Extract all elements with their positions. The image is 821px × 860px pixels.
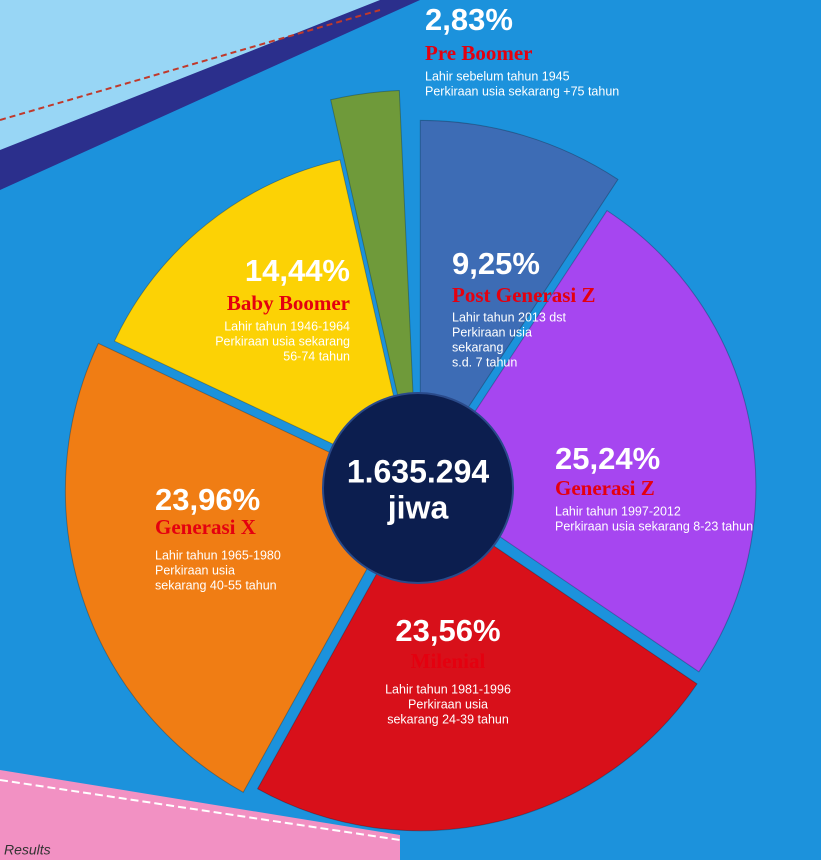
description: Perkiraan usia: [408, 697, 488, 711]
dash-line: [0, 9, 381, 121]
pink-band: [0, 770, 400, 860]
description: Lahir tahun 2013 dst: [452, 310, 567, 324]
generation-name: Generasi Z: [555, 476, 655, 500]
percent-label: 2,83%: [425, 2, 513, 37]
description: sekarang: [452, 340, 503, 354]
slice: [64, 342, 412, 793]
slice: [256, 495, 698, 832]
slice: [113, 159, 414, 483]
unit-label: jiwa: [387, 489, 449, 525]
generation-name: Post Generasi Z: [452, 283, 595, 307]
percent-label: 14,44%: [245, 253, 350, 288]
footer: Results: [4, 842, 51, 858]
description: s.d. 7 tahun: [452, 355, 517, 369]
description: Lahir tahun 1997-2012: [555, 504, 681, 518]
slice: [425, 209, 757, 673]
description: Perkiraan usia sekarang 8-23 tahun: [555, 519, 753, 533]
dash-line: [0, 779, 401, 841]
percent-label: 23,56%: [395, 613, 500, 648]
slice: [419, 119, 619, 483]
generation-name: Milenial: [411, 649, 486, 673]
description: Perkiraan usia: [452, 325, 532, 339]
center-circle: [322, 392, 514, 584]
description: sekarang 40-55 tahun: [155, 578, 277, 592]
total-label: 1.635.294: [347, 453, 490, 489]
light-band: [0, 0, 380, 150]
description: Perkiraan usia sekarang +75 tahun: [425, 84, 619, 98]
description: sekarang 24-39 tahun: [387, 712, 509, 726]
description: Lahir tahun 1981-1996: [385, 682, 511, 696]
generation-name: Pre Boomer: [425, 41, 532, 65]
percent-label: 23,96%: [155, 482, 260, 517]
generation-name: Generasi X: [155, 515, 256, 539]
description: 56-74 tahun: [283, 349, 350, 363]
description: Perkiraan usia sekarang: [215, 334, 350, 348]
slice: [330, 89, 418, 481]
percent-label: 9,25%: [452, 246, 540, 281]
description: Lahir tahun 1965-1980: [155, 548, 281, 562]
description: Perkiraan usia: [155, 563, 235, 577]
percent-label: 25,24%: [555, 441, 660, 476]
generation-name: Baby Boomer: [227, 291, 350, 315]
description: Lahir sebelum tahun 1945: [425, 69, 570, 83]
description: Lahir tahun 1946-1964: [224, 319, 350, 333]
pie: [64, 89, 757, 832]
